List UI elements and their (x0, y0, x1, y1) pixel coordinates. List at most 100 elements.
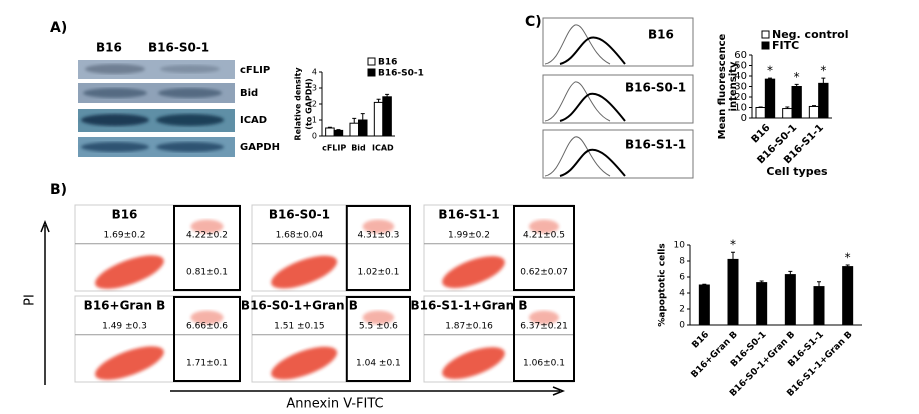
gate-box (345, 205, 411, 291)
significance: * (845, 251, 851, 265)
x-tick-label: cFLIP (322, 144, 346, 153)
cell-cloud (95, 255, 164, 289)
y-tick-label: 6 (679, 273, 685, 283)
x-tick-label: B16 (690, 330, 711, 351)
quadrant-value: 1.71±0.1 (186, 359, 228, 369)
error-bar (336, 129, 341, 131)
x-tick-label: B16 (750, 122, 773, 145)
significance: * (794, 70, 800, 84)
cell-cloud (362, 310, 395, 325)
error-bar (785, 106, 790, 109)
error-bar (817, 281, 821, 287)
flow-title: B16+Gran B (84, 299, 166, 313)
error-bar (768, 77, 772, 80)
error-bar (821, 77, 826, 84)
blot (78, 60, 235, 157)
bar (813, 286, 825, 326)
histogram-label: B16-S1-1 (625, 138, 686, 152)
bar (842, 266, 854, 326)
blot-column: B16-S0-1 (148, 41, 209, 55)
blot-column: B16 (96, 41, 122, 55)
x-tick-label: ICAD (372, 144, 394, 153)
y-axis-label: %apoptotic cells (658, 243, 668, 326)
error-bar (759, 280, 764, 283)
bar (818, 82, 829, 119)
quadrant-value: 5.5 ±0.6 (359, 322, 398, 332)
axis-label: Annexin V-FITC (286, 397, 383, 412)
legend-label: FITC (772, 39, 799, 52)
y-tick-label: 0 (679, 321, 685, 331)
cell-cloud (362, 219, 395, 234)
y-tick-label: 8 (679, 257, 685, 267)
blot-row: ICAD (240, 115, 267, 126)
bar (382, 96, 392, 137)
quadrant-value: 1.06±0.1 (523, 359, 565, 369)
y-tick-label: 20 (734, 92, 747, 103)
y-tick-label: 30 (734, 82, 747, 93)
y-axis-label: intensity (728, 61, 739, 111)
quadrant-value: 4.22±0.2 (186, 231, 228, 241)
error-bar (376, 98, 381, 103)
panel-label: C) (525, 14, 542, 30)
quadrant-value: 1.04 ±0.1 (356, 359, 401, 369)
y-axis-label: Relative density (294, 67, 303, 141)
quadrant-value: 1.68±0.04 (276, 231, 324, 241)
bar (325, 127, 335, 137)
gate-box (173, 205, 241, 291)
bar (791, 86, 802, 119)
legend-label: B16-S0-1 (378, 69, 424, 79)
blot-row: Bid (240, 88, 258, 99)
flow-title: B16-S1-1 (438, 208, 499, 222)
significance: * (730, 238, 736, 252)
gate-box (513, 296, 575, 382)
flow-axes (40, 219, 566, 396)
quadrant-value: 1.87±0.16 (445, 322, 493, 332)
y-tick-label: 60 (734, 50, 747, 61)
significance: * (820, 64, 826, 78)
y-tick-label: 2 (679, 305, 685, 315)
blot-row: GAPDH (240, 142, 280, 153)
axis-label: PI (23, 294, 38, 306)
quadrant-value: 4.21±0.5 (523, 231, 565, 241)
bar (698, 284, 710, 326)
panel-label: B) (50, 182, 67, 198)
error-bar (758, 106, 763, 108)
cell-cloud (271, 255, 338, 289)
error-bar (788, 270, 793, 275)
gate-box (513, 205, 575, 291)
cell-cloud (190, 310, 224, 325)
legend-label: B16 (378, 58, 397, 68)
error-bar (731, 251, 735, 260)
bar (764, 78, 776, 119)
error-bar (845, 264, 850, 267)
flow-title: B16-S0-1 (269, 208, 330, 222)
cell-cloud (190, 219, 224, 234)
legend-swatch (761, 30, 770, 39)
x-axis-label: Cell types (766, 165, 828, 178)
y-tick-label: 0 (741, 113, 747, 124)
quadrant-value: 1.02±0.1 (357, 268, 399, 278)
y-tick-label: 50 (734, 61, 747, 72)
histogram-label: B16 (648, 28, 674, 42)
histograms (542, 17, 694, 179)
error-bar (352, 117, 357, 124)
cell-cloud (529, 310, 559, 325)
y-tick-label: 2 (312, 100, 317, 109)
cell-cloud (271, 346, 338, 380)
bar (373, 101, 384, 137)
error-bar (360, 113, 365, 120)
y-tick-label: 10 (734, 103, 747, 114)
gate-box (173, 296, 241, 382)
y-axis-label: (to GAPDH) (305, 78, 314, 129)
quadrant-value: 4.31±0.3 (357, 231, 399, 241)
bar (782, 108, 793, 119)
error-bar (812, 105, 816, 107)
y-tick-label: 40 (734, 71, 747, 82)
flow-title: B16-S0-1+Gran B (241, 299, 358, 313)
gate-box (345, 296, 411, 382)
quadrant-value: 0.81±0.1 (186, 268, 228, 278)
quadrant-value: 1.69±0.2 (104, 231, 146, 241)
quadrant-value: 0.62±0.07 (520, 268, 568, 278)
significance: * (767, 64, 773, 78)
